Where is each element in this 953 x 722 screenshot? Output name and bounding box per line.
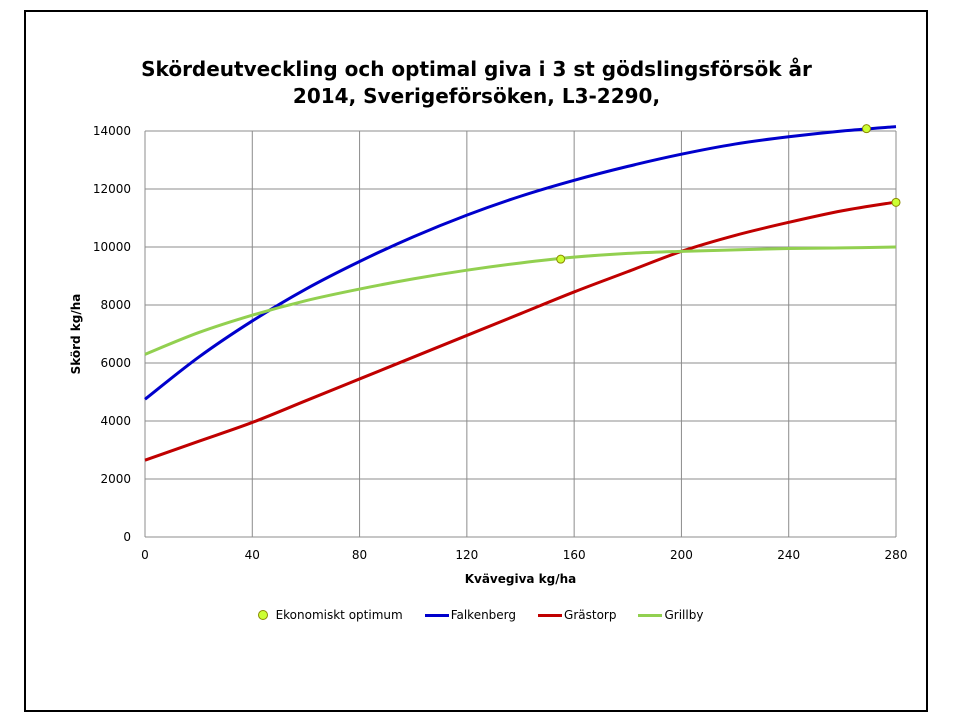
legend-item-grastorp: Grästorp [524,608,616,622]
x-tick-label: 280 [885,548,908,562]
x-axis-title: Kvävegiva kg/ha [465,572,577,586]
x-tick-label: 200 [670,548,693,562]
grid [144,130,897,538]
x-tick-label: 80 [352,548,367,562]
legend-item-falkenberg: Falkenberg [411,608,516,622]
x-tick-label: 120 [455,548,478,562]
x-tick-label: 40 [245,548,260,562]
chart-title-line-2: 2014, Sverigeförsöken, L3-2290, [292,84,661,108]
tick-labels: 0 40 80 120 160 200 240 280 0 2000 4000 6000 8000 100… [93,124,908,562]
y-tick-label: 2000 [100,472,131,486]
legend-label-falkenberg: Falkenberg [450,608,517,622]
legend-item-grillby: Grillby [624,608,703,622]
legend-line-grastorp [538,613,563,617]
y-tick-label: 12000 [93,182,131,196]
legend-label-grillby: Grillby [664,608,704,622]
series-lines [144,125,897,462]
y-tick-label: 8000 [100,298,131,312]
optimum-point [891,197,901,207]
y-tick-label: 6000 [100,356,131,370]
slide-frame [24,10,928,712]
y-axis-title: Skörd kg/ha [69,294,83,375]
optimum-points [556,124,901,264]
chart-title-line-1: Skördeutveckling och optimal giva i 3 st… [141,57,812,81]
y-tick-label: 4000 [100,414,131,428]
legend-item-optimum: Ekonomiskt optimum [250,608,403,622]
legend-marker-optimum [257,610,268,620]
legend: Ekonomiskt optimum Falkenberg Grästorp G… [0,608,953,622]
series-line-grastorp [144,200,897,462]
series-line-grillby [144,245,897,356]
legend-label-optimum: Ekonomiskt optimum [275,608,403,622]
x-tick-label: 240 [777,548,800,562]
legend-label-grastorp: Grästorp [564,608,617,622]
y-tick-label: 14000 [93,124,131,138]
y-tick-label: 10000 [93,240,131,254]
legend-line-falkenberg [424,613,449,617]
x-tick-label: 160 [563,548,586,562]
y-tick-label: 0 [123,530,131,544]
optimum-point [556,254,566,264]
x-tick-label: 0 [141,548,149,562]
optimum-point [861,124,871,134]
series-line-falkenberg [144,125,897,401]
legend-line-grillby [638,613,663,617]
